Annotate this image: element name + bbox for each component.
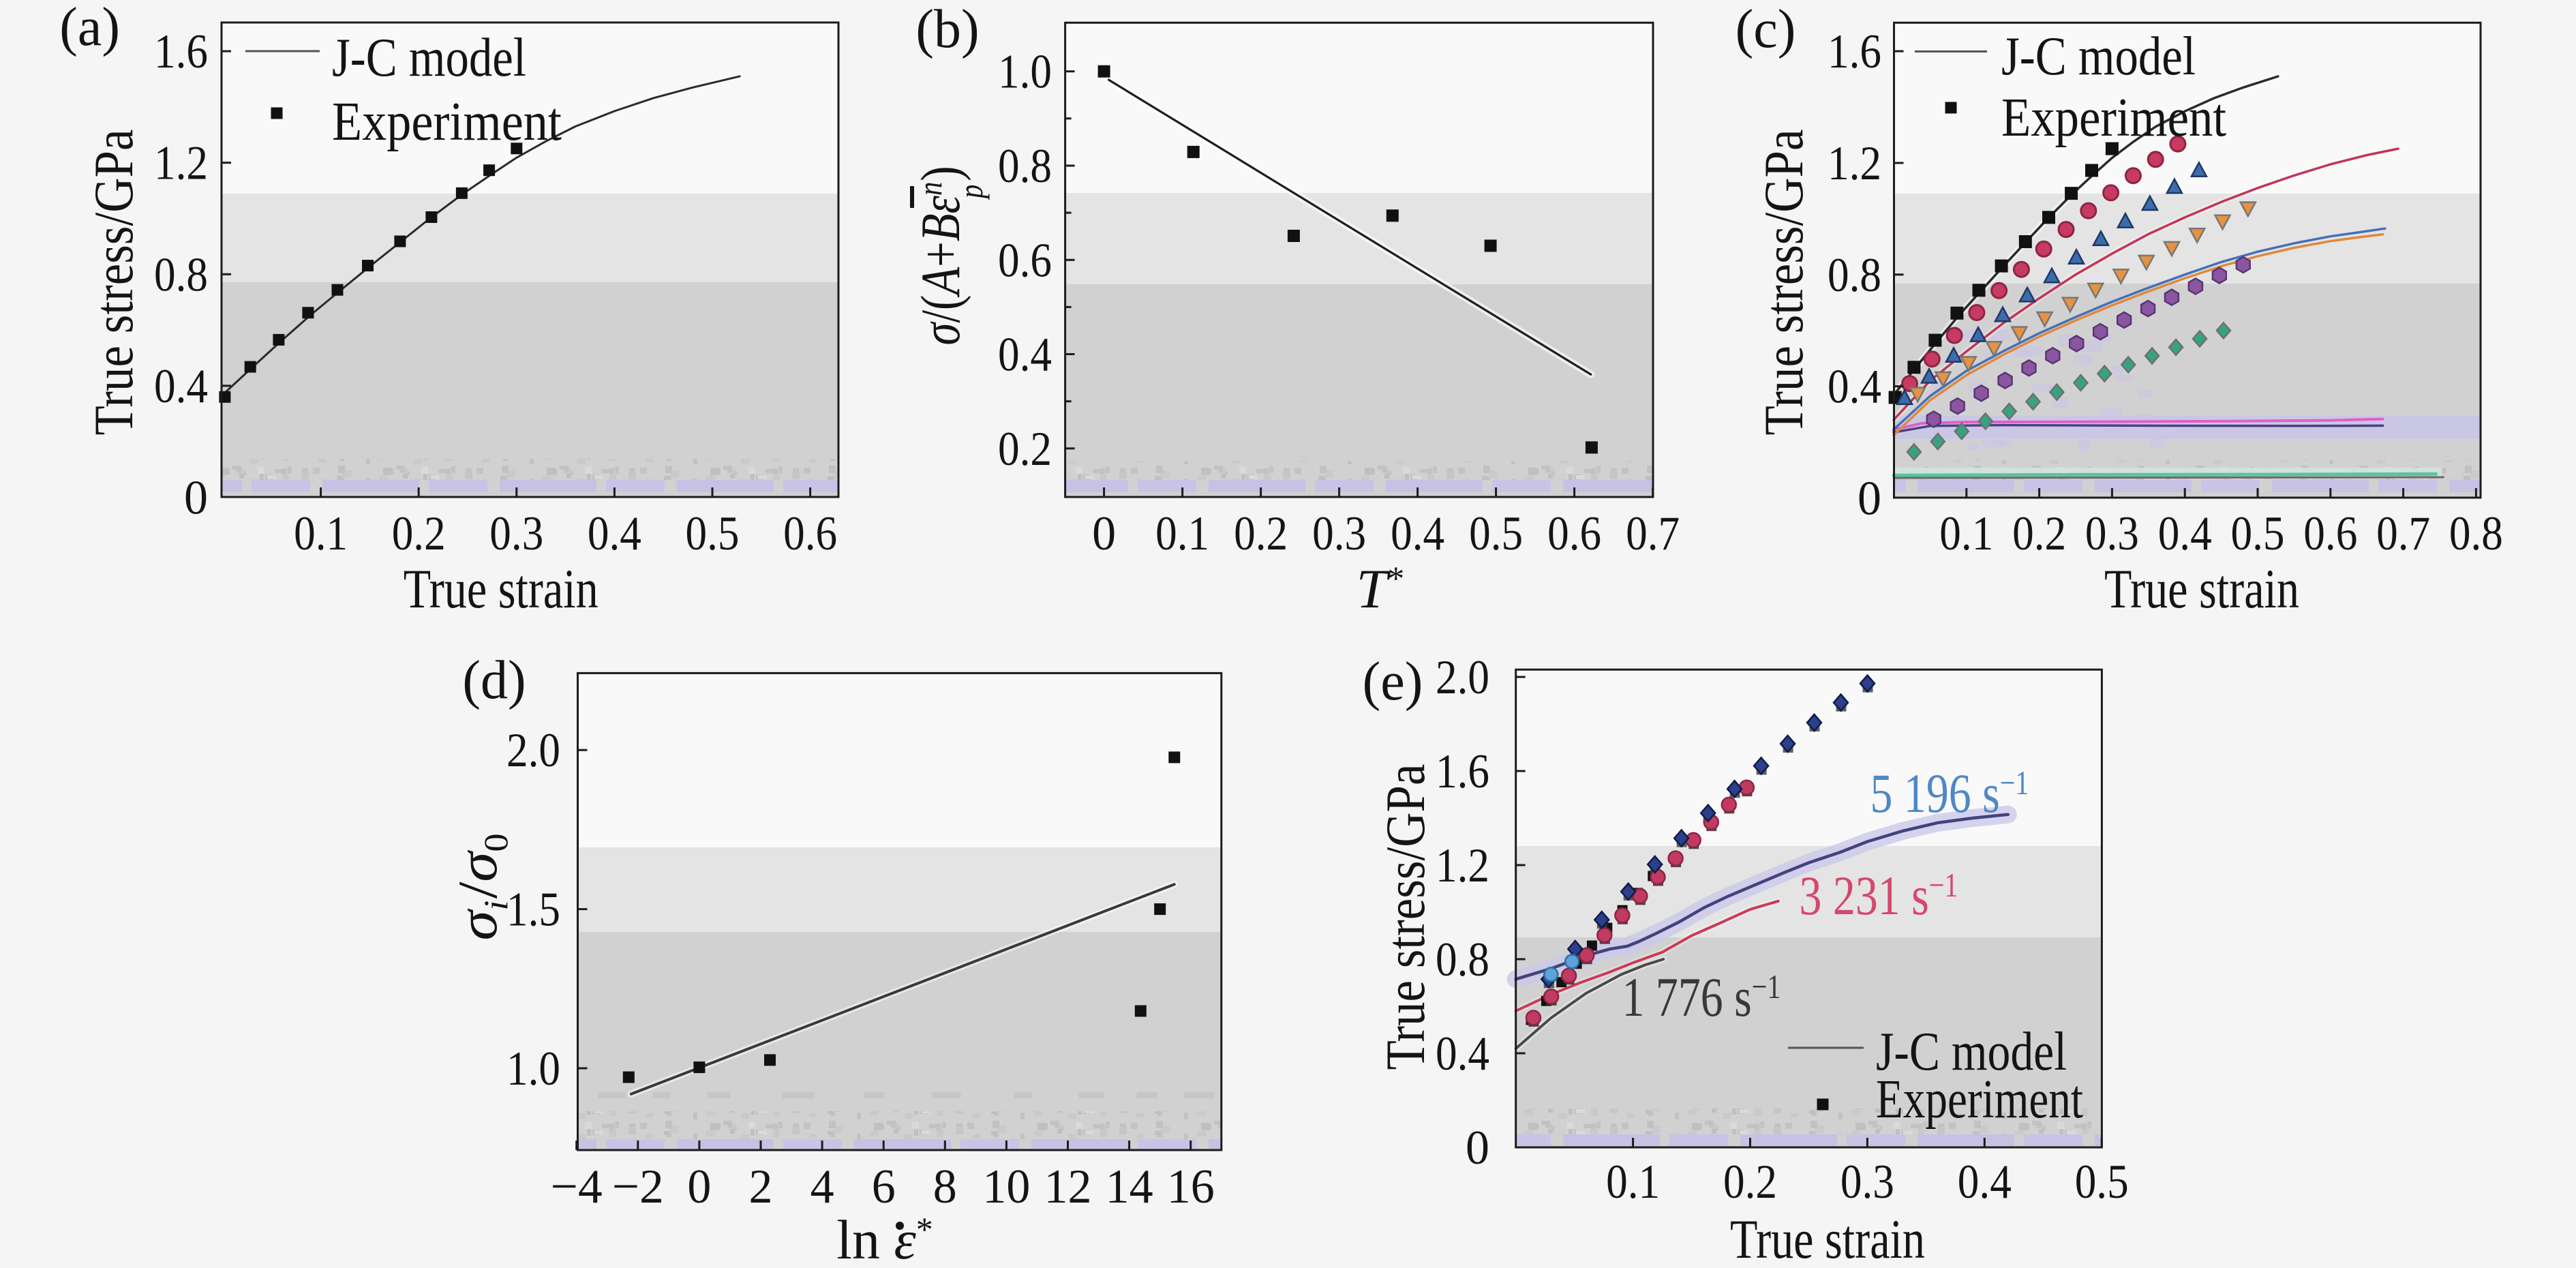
svg-text:0.4: 0.4: [1828, 361, 1881, 414]
svg-text:0.2: 0.2: [998, 423, 1052, 476]
svg-text:J-C model: J-C model: [1876, 1022, 2067, 1082]
svg-text:12: 12: [1044, 1160, 1092, 1213]
svg-text:1.6: 1.6: [1828, 25, 1881, 78]
svg-text:0.5: 0.5: [686, 507, 740, 560]
svg-text:True stress/GPa: True stress/GPa: [82, 130, 145, 436]
svg-text:4: 4: [810, 1160, 834, 1213]
svg-text:1.2: 1.2: [1436, 839, 1489, 892]
svg-text:1.6: 1.6: [1436, 745, 1489, 798]
svg-text:8: 8: [933, 1160, 957, 1213]
svg-text:16: 16: [1167, 1160, 1215, 1213]
svg-text:14: 14: [1106, 1160, 1153, 1213]
svg-text:0.1: 0.1: [1939, 507, 1993, 560]
svg-text:0: 0: [1466, 1121, 1489, 1175]
svg-text:0.1: 0.1: [294, 507, 348, 560]
svg-text:0: 0: [1092, 507, 1116, 560]
svg-text:0.2: 0.2: [2012, 507, 2066, 560]
svg-text:0.2: 0.2: [392, 507, 446, 560]
svg-text:0: 0: [184, 472, 208, 525]
svg-text:0.5: 0.5: [1469, 507, 1523, 560]
svg-text:0.8: 0.8: [1436, 933, 1489, 986]
svg-text:0: 0: [1858, 472, 1881, 526]
svg-text:0.4: 0.4: [588, 507, 641, 560]
svg-text:0.3: 0.3: [1312, 507, 1366, 560]
svg-text:T*: T*: [1357, 558, 1405, 620]
svg-text:6: 6: [872, 1160, 896, 1213]
svg-text:0.3: 0.3: [1840, 1156, 1894, 1209]
svg-text:0.3: 0.3: [489, 507, 543, 560]
svg-text:2: 2: [749, 1160, 773, 1213]
svg-text:(c): (c): [1736, 0, 1796, 59]
svg-text:0.8: 0.8: [154, 248, 208, 301]
svg-text:0.8: 0.8: [1828, 249, 1881, 302]
svg-text:0.2: 0.2: [1723, 1156, 1777, 1209]
svg-text:−4: −4: [551, 1160, 603, 1213]
svg-text:Experiment: Experiment: [1876, 1070, 2083, 1130]
svg-text:0.7: 0.7: [1626, 507, 1680, 560]
svg-text:(d): (d): [462, 650, 526, 710]
svg-text:0.1: 0.1: [1155, 507, 1209, 560]
svg-text:0.4: 0.4: [1391, 507, 1444, 560]
svg-text:10: 10: [982, 1160, 1030, 1213]
svg-text:J-C model: J-C model: [2001, 27, 2196, 87]
svg-text:1.6: 1.6: [154, 25, 208, 78]
svg-text:(b): (b): [915, 0, 979, 59]
svg-text:0.6: 0.6: [998, 234, 1052, 287]
svg-text:1.0: 1.0: [506, 1042, 560, 1096]
svg-text:Experiment: Experiment: [332, 92, 562, 152]
svg-text:−2: −2: [612, 1160, 664, 1213]
svg-text:1.0: 1.0: [998, 46, 1052, 99]
svg-text:1.2: 1.2: [154, 137, 208, 190]
svg-text:True stress/GPa: True stress/GPa: [1374, 764, 1436, 1070]
svg-text:(e): (e): [1363, 652, 1423, 712]
svg-text:0.6: 0.6: [783, 507, 837, 560]
svg-text:0: 0: [687, 1160, 711, 1213]
svg-text:σi/σ0: σi/σ0: [446, 834, 515, 941]
svg-text:J-C model: J-C model: [332, 28, 526, 88]
svg-text:0.3: 0.3: [2085, 507, 2139, 560]
svg-text:True stress/GPa: True stress/GPa: [1753, 130, 1815, 436]
svg-text:True strain: True strain: [2104, 558, 2299, 620]
svg-text:0.7: 0.7: [2376, 507, 2430, 560]
svg-text:0.8: 0.8: [998, 140, 1052, 193]
svg-text:0.4: 0.4: [154, 360, 208, 413]
svg-text:Experiment: Experiment: [2001, 88, 2226, 148]
svg-text:0.4: 0.4: [1958, 1156, 2012, 1209]
svg-text:1.2: 1.2: [1828, 137, 1881, 190]
svg-text:True strain: True strain: [1730, 1208, 1925, 1265]
svg-text:1.5: 1.5: [506, 884, 560, 937]
svg-text:0.2: 0.2: [1234, 507, 1288, 560]
svg-text:(a): (a): [59, 0, 120, 57]
svg-text:True strain: True strain: [404, 558, 598, 620]
svg-text:0.5: 0.5: [2231, 507, 2285, 560]
svg-text:0.8: 0.8: [2449, 507, 2503, 560]
svg-text:0.4: 0.4: [2158, 507, 2212, 560]
svg-text:0.4: 0.4: [1436, 1027, 1489, 1081]
svg-text:0.5: 0.5: [2075, 1156, 2129, 1209]
svg-text:0.6: 0.6: [2303, 507, 2357, 560]
svg-text:2.0: 2.0: [506, 724, 560, 777]
svg-text:0.4: 0.4: [998, 329, 1052, 382]
svg-text:0.1: 0.1: [1606, 1156, 1660, 1209]
svg-text:2.0: 2.0: [1436, 651, 1489, 704]
svg-text:0.6: 0.6: [1547, 507, 1601, 560]
